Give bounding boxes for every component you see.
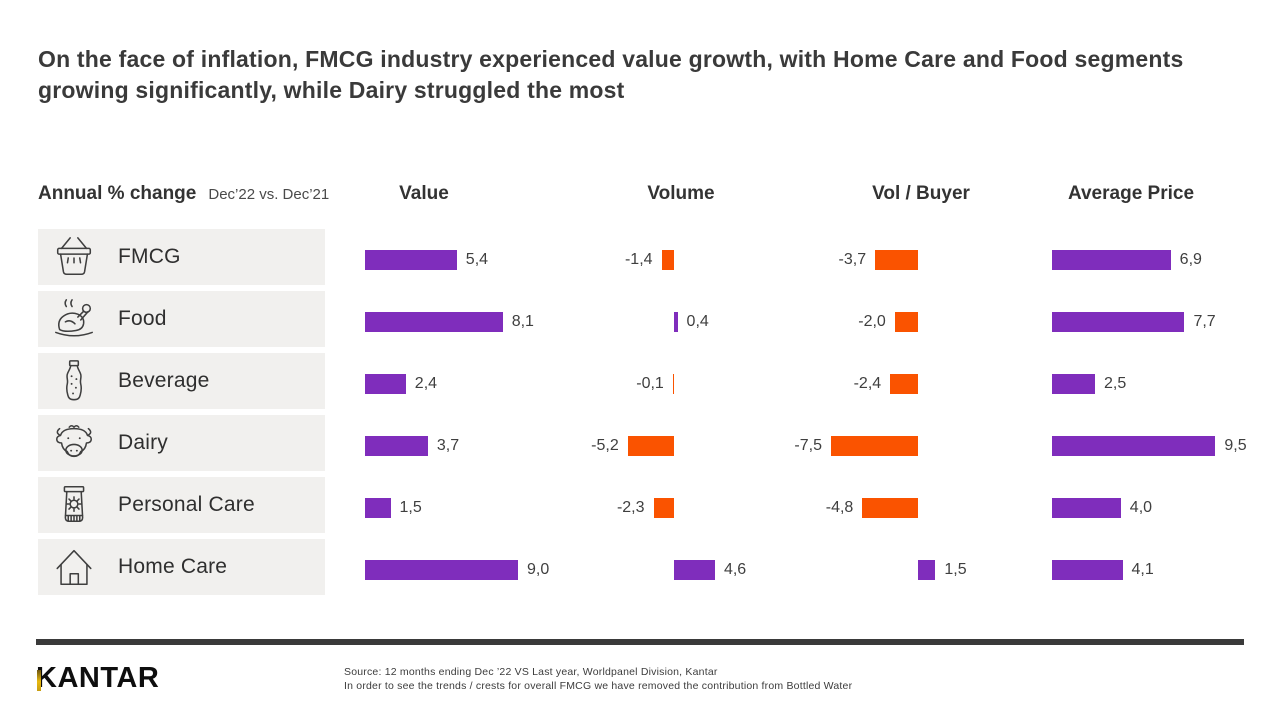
roast-chicken-icon	[48, 293, 100, 345]
bar-vol-buyer-food	[894, 312, 918, 332]
bar-average-price-food	[1052, 312, 1185, 332]
category-label: Dairy	[118, 431, 169, 454]
category-label: FMCG	[118, 245, 181, 268]
bar-average-price-dairy	[1052, 436, 1216, 456]
footer-divider	[36, 639, 1244, 645]
category-row-home-care: Home Care	[38, 539, 325, 595]
category-label: Personal Care	[118, 493, 255, 516]
bar-vol-buyer-personal-care	[862, 498, 918, 518]
bar-value-label: 6,9	[1179, 251, 1202, 268]
bar-value-personal-care	[365, 498, 391, 518]
bar-value-label: 4,1	[1131, 561, 1154, 578]
cow-icon	[48, 417, 100, 469]
bar-volume-dairy	[627, 436, 674, 456]
category-label: Home Care	[118, 555, 228, 578]
bar-value-label: 0,4	[686, 313, 709, 330]
category-row-personal-care: Personal Care	[38, 477, 325, 533]
house-icon	[48, 541, 100, 593]
column-header-value: Value	[399, 183, 449, 204]
bar-value-label: 1,5	[944, 561, 967, 578]
basket-icon	[48, 231, 100, 283]
source-line-1: Source: 12 months ending Dec ’22 VS Last…	[344, 666, 718, 678]
bar-value-label: 8,1	[511, 313, 534, 330]
bar-value-label: 9,0	[527, 561, 550, 578]
soda-bottle-icon	[48, 355, 100, 407]
category-row-fmcg: FMCG	[38, 229, 325, 285]
bar-volume-food	[674, 312, 678, 332]
source-text: Source: 12 months ending Dec ’22 VS Last…	[344, 666, 852, 693]
column-header-vol-buyer: Vol / Buyer	[872, 183, 970, 204]
column-header-average-price: Average Price	[1067, 183, 1195, 204]
slide-title: On the face of inflation, FMCG industry …	[38, 46, 1184, 103]
bar-value-label: 5,4	[465, 251, 489, 268]
bar-value-food	[365, 312, 503, 332]
bar-value-label: -2,4	[853, 375, 882, 392]
bar-volume-home-care	[674, 560, 715, 580]
bar-value-label: -3,7	[838, 251, 867, 268]
bar-value-label: 7,7	[1193, 313, 1216, 330]
bar-average-price-fmcg	[1052, 250, 1171, 270]
bar-value-label: 3,7	[436, 437, 460, 454]
bar-volume-fmcg	[661, 250, 674, 270]
bar-value-label: -5,2	[591, 437, 619, 454]
bar-value-label: -2,0	[858, 313, 886, 330]
bar-vol-buyer-home-care	[918, 560, 936, 580]
bar-value-label: -7,5	[794, 437, 822, 454]
bar-average-price-home-care	[1052, 560, 1123, 580]
bar-value-label: -1,4	[624, 251, 653, 268]
bar-value-label: 4,0	[1129, 499, 1153, 516]
kantar-logo: KANTAR	[36, 662, 160, 694]
bar-value-dairy	[365, 436, 428, 456]
period-label: Dec’22 vs. Dec’21	[208, 186, 330, 203]
bar-value-label: 2,5	[1104, 375, 1127, 392]
category-label: Food	[118, 307, 167, 330]
bar-vol-buyer-dairy	[831, 436, 918, 456]
bar-average-price-personal-care	[1052, 498, 1121, 518]
bar-value-fmcg	[365, 250, 457, 270]
sunscreen-tube-icon	[48, 479, 100, 531]
bar-vol-buyer-beverage	[890, 374, 918, 394]
column-header-volume: Volume	[647, 183, 715, 204]
category-label: Beverage	[118, 369, 210, 392]
source-line-2: In order to see the trends / crests for …	[344, 679, 853, 692]
category-row-food: Food	[38, 291, 325, 347]
bar-value-label: 2,4	[414, 375, 438, 392]
bar-value-label: -2,3	[616, 499, 645, 516]
bar-value-home-care	[365, 560, 518, 580]
category-row-dairy: Dairy	[38, 415, 325, 471]
bar-value-label: 4,6	[723, 561, 747, 578]
bar-value-beverage	[365, 374, 406, 394]
bar-value-label: 1,5	[399, 499, 422, 516]
category-row-beverage: Beverage	[38, 353, 325, 409]
bar-average-price-beverage	[1052, 374, 1095, 394]
bar-vol-buyer-fmcg	[875, 250, 918, 270]
bar-volume-personal-care	[653, 498, 674, 518]
bar-value-label: 9,5	[1224, 437, 1247, 454]
bar-volume-beverage	[672, 374, 674, 394]
bar-value-label: -4,8	[825, 499, 854, 516]
bar-value-label: -0,1	[636, 375, 664, 392]
annual-change-label: Annual % change	[38, 183, 197, 204]
row-axis-header: Annual % change Dec’22 vs. Dec’21	[38, 183, 329, 205]
